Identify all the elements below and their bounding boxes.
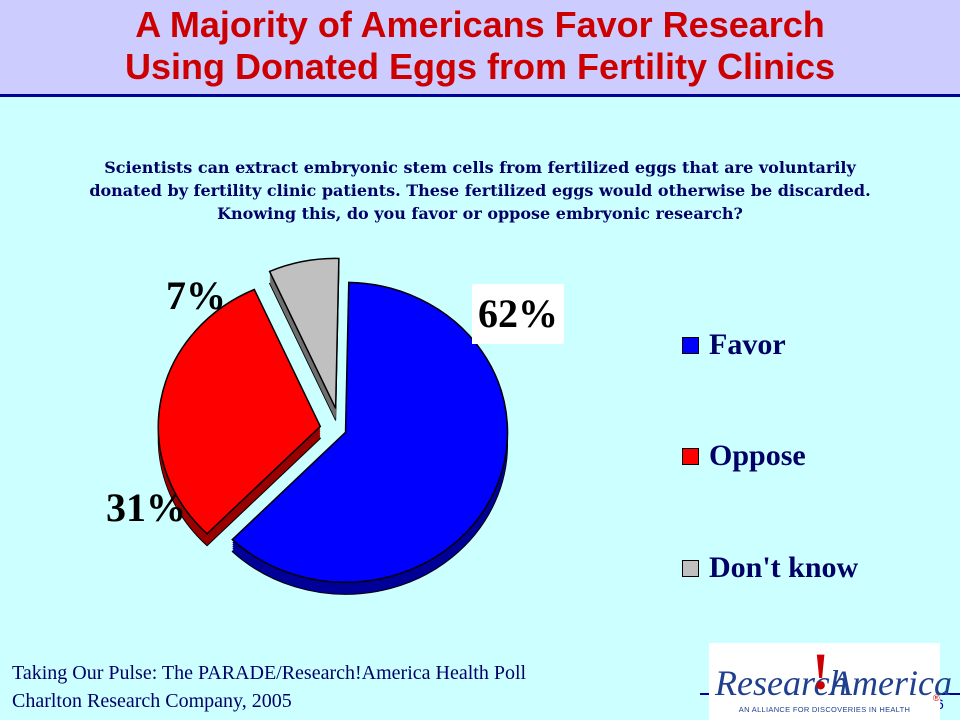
legend-label-oppose: Oppose (709, 439, 806, 472)
survey-question-line-1: Scientists can extract embryonic stem ce… (104, 158, 856, 177)
data-label-dont-know: 7% (166, 273, 226, 318)
logo-word-research: Research (715, 663, 848, 703)
logo-registered-mark: ® (933, 693, 940, 703)
survey-question-line-2: donated by fertility clinic patients. Th… (89, 181, 871, 200)
slide-title-line-1: A Majority of Americans Favor Research (135, 4, 825, 45)
research-america-logo: Research ! America ® AN ALLIANCE FOR DIS… (709, 643, 952, 720)
source-line-2: Charlton Research Company, 2005 (12, 690, 292, 712)
pie-slice-don-t-know (268, 257, 340, 409)
legend-label-favor: Favor (709, 328, 786, 361)
pie-slice-oppose (157, 288, 322, 535)
logo-exclamation: ! (812, 644, 830, 701)
legend-item-oppose: Oppose (682, 439, 806, 472)
legend-swatch-favor (682, 336, 699, 354)
survey-question-line-3: Knowing this, do you favor or oppose emb… (217, 204, 743, 223)
survey-question: Scientists can extract embryonic stem ce… (30, 156, 930, 225)
legend-item-dont-know: Don't know (682, 551, 859, 584)
source-citation: Taking Our Pulse: The PARADE/Research!Am… (12, 659, 526, 715)
legend-swatch-oppose (682, 447, 699, 465)
slide-title: A Majority of Americans Favor Research U… (0, 4, 960, 88)
pie-slice-favor (231, 281, 509, 584)
data-label-oppose: 31% (106, 485, 186, 530)
slide-title-line-2: Using Donated Eggs from Fertility Clinic… (124, 46, 836, 87)
logo-tagline: AN ALLIANCE FOR DISCOVERIES IN HEALTH (738, 705, 911, 714)
legend-item-favor: Favor (682, 328, 786, 361)
data-label-favor: 62% (472, 284, 564, 344)
title-divider (0, 94, 960, 97)
title-band (0, 0, 960, 96)
logo-word-america: America (830, 663, 952, 703)
source-line-1: Taking Our Pulse: The PARADE/Research!Am… (12, 662, 527, 684)
legend-label-dont-know: Don't know (709, 551, 859, 584)
legend-swatch-dont-know (682, 559, 699, 577)
